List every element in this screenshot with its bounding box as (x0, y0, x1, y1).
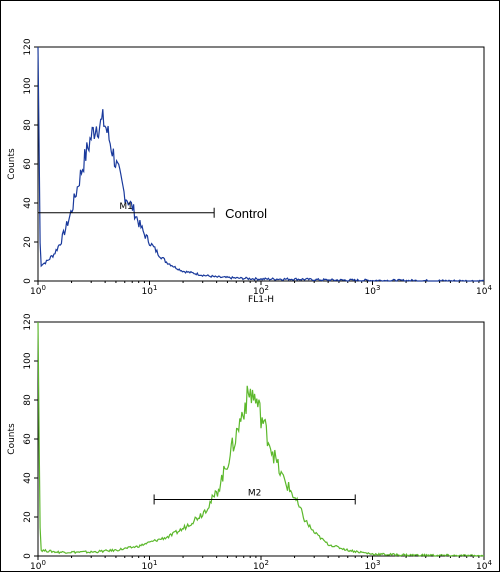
y-tick-label: 20 (23, 236, 33, 248)
y-tick-label: 0 (23, 278, 33, 284)
y-tick-label: 60 (23, 158, 33, 170)
x-tick-label: 103 (365, 559, 381, 572)
y-axis-2: 0 20 40 60 80 100 120 (23, 313, 38, 559)
x-tick-label: 104 (476, 559, 492, 572)
gate-m2-label: M2 (248, 488, 262, 498)
y-axis-label-1: Counts (7, 148, 17, 180)
y-tick-label: 100 (23, 77, 33, 94)
x-axis-2: 100 101 102 103 104 (30, 556, 492, 572)
y-tick-label: 60 (23, 433, 33, 445)
x-axis-label-1: FL1-H (248, 295, 274, 305)
y-tick-label: 0 (23, 553, 33, 559)
x-tick-label: 104 (476, 284, 492, 297)
y-tick-label: 80 (23, 119, 33, 131)
control-annotation: Control (225, 206, 267, 221)
histogram-line-sample (37, 321, 484, 558)
histogram-panel-sample: 0 20 40 60 80 100 120 100 101 102 103 104 Counts M… (7, 313, 492, 572)
x-tick-label: 101 (142, 284, 158, 297)
gate-m2: M2 (153, 488, 356, 505)
plot-area-1 (37, 46, 485, 282)
y-tick-label: 120 (23, 313, 33, 330)
y-axis-label-2: Counts (7, 423, 17, 455)
x-tick-label: 100 (30, 559, 46, 572)
gate-m1: M1 (37, 202, 215, 218)
y-tick-label: 20 (23, 511, 33, 523)
x-tick-label: 103 (365, 284, 381, 297)
x-tick-label: 102 (253, 559, 269, 572)
plot-area-2 (37, 321, 485, 557)
y-tick-label: 100 (23, 352, 33, 369)
x-axis-1: 100 101 102 103 104 (30, 281, 492, 297)
x-tick-label: 101 (142, 559, 158, 572)
histogram-panel-control: 0 20 40 60 80 100 120 100 101 102 103 104 Counts F… (7, 38, 492, 305)
y-axis-1: 0 20 40 60 80 100 120 (23, 38, 38, 284)
y-tick-label: 40 (23, 472, 33, 484)
x-tick-label: 102 (253, 284, 269, 297)
x-tick-label: 100 (30, 284, 46, 297)
y-tick-label: 80 (23, 394, 33, 406)
y-tick-label: 40 (23, 197, 33, 209)
histogram-line-control (37, 46, 485, 282)
gate-m1-label: M1 (119, 202, 133, 212)
y-tick-label: 120 (23, 38, 33, 55)
